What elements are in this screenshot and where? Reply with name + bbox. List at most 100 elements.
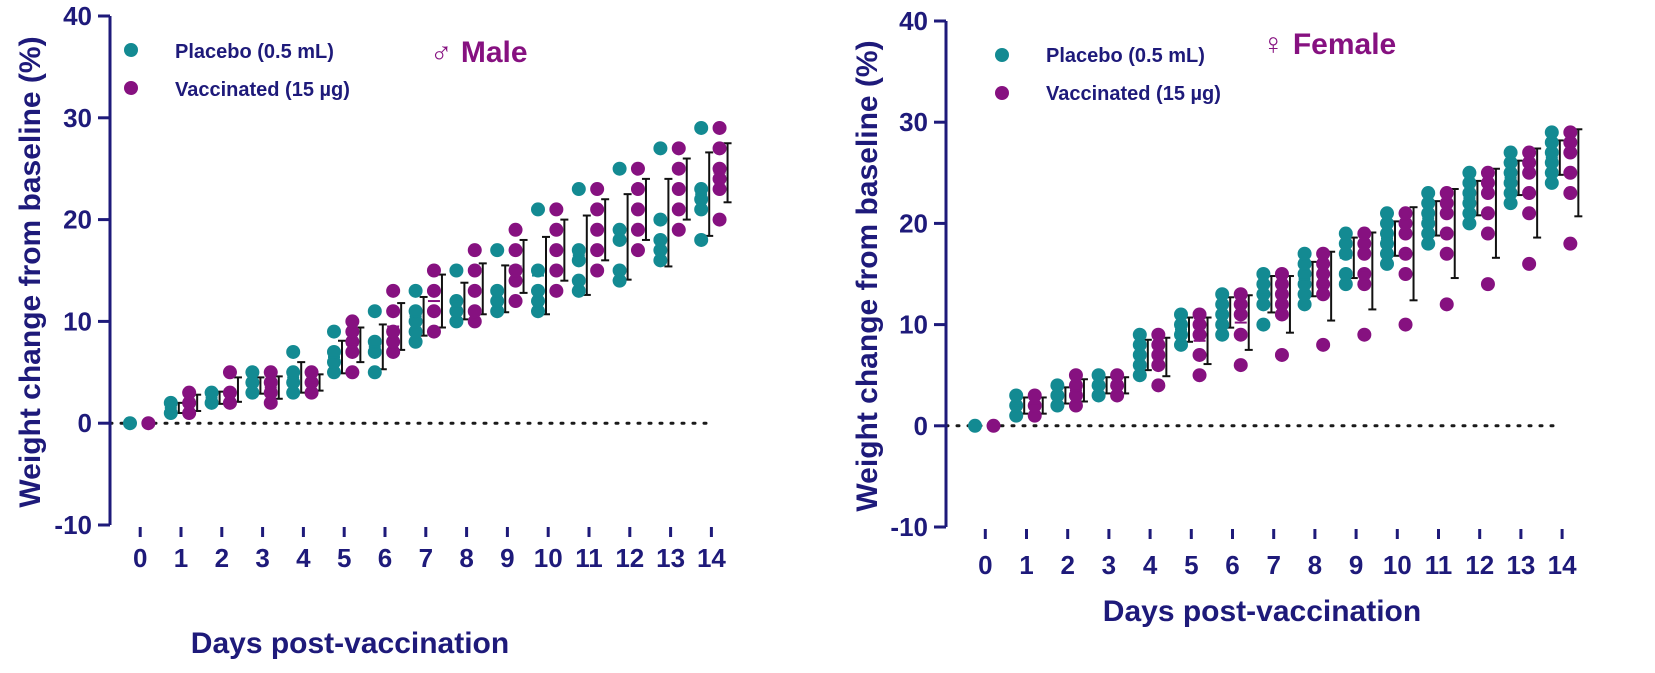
female-vaccinated-point <box>1439 246 1454 261</box>
female-placebo-point <box>968 418 982 433</box>
female-vaccinated-point <box>1563 236 1578 251</box>
male-vaccinated-point <box>304 385 319 400</box>
female-vaccinated-point <box>1357 327 1372 342</box>
male-legend-vaccinated-label: Vaccinated (15 µg) <box>175 79 350 101</box>
male-x-tick-label: 5 <box>337 543 351 573</box>
female-vaccinated-point <box>1439 206 1454 221</box>
female-x-tick-label: 9 <box>1349 550 1363 580</box>
female-placebo-point <box>1256 277 1271 292</box>
female-placebo-point <box>1462 175 1477 190</box>
male-placebo-point <box>449 304 464 319</box>
male-vaccinated-point <box>630 222 645 237</box>
male-vaccinated-point <box>345 324 360 339</box>
female-placebo-point <box>1421 216 1436 231</box>
male-placebo-point <box>653 243 668 258</box>
male-placebo-point <box>571 283 586 298</box>
female-vaccinated-point <box>1192 327 1207 342</box>
female-y-tick-label: -10 <box>890 512 928 542</box>
male-vaccinated-point <box>590 182 605 197</box>
female-placebo-point <box>1462 206 1477 221</box>
female-vaccinated-point <box>1316 256 1331 271</box>
male-placebo-point <box>653 212 668 227</box>
male-placebo-point <box>408 304 423 319</box>
male-placebo-point <box>449 263 464 278</box>
male-y-tick-label: 10 <box>63 306 92 336</box>
male-placebo-point <box>163 406 178 421</box>
male-placebo-series <box>123 120 714 431</box>
male-x-tick-label: 13 <box>656 543 685 573</box>
male-legend: Placebo (0.5 mL) Vaccinated (15 µg) <box>124 41 350 101</box>
male-vaccinated-point <box>508 222 523 237</box>
male-placebo-point <box>327 355 341 370</box>
female-x-tick-label: 3 <box>1102 550 1116 580</box>
female-vaccinated-point <box>1316 337 1331 352</box>
female-vaccinated-point <box>1398 226 1413 241</box>
male-placebo-point <box>653 232 668 247</box>
male-vaccinated-point <box>263 375 278 390</box>
female-vaccinated-point <box>1233 307 1248 322</box>
female-vaccinated-point <box>1151 347 1166 362</box>
male-vaccinated-point <box>345 344 360 359</box>
male-placebo-point <box>571 253 586 268</box>
male-placebo-point <box>408 283 423 298</box>
male-placebo-point <box>612 273 627 288</box>
male-vaccinated-point <box>549 202 564 217</box>
male-placebo-point <box>327 344 341 359</box>
female-panel: Weight change from baseline (%) Days pos… <box>851 6 1583 628</box>
male-placebo-point <box>204 395 219 410</box>
female-vaccinated-point <box>1274 307 1289 322</box>
male-placebo-point <box>612 263 627 278</box>
male-placebo-point <box>653 253 668 268</box>
female-vaccinated-point <box>1068 388 1083 403</box>
female-placebo-point <box>1297 246 1312 261</box>
female-x-tick-label: 1 <box>1019 550 1033 580</box>
male-vaccinated-point <box>671 202 686 217</box>
male-x-tick-label: 14 <box>697 543 726 573</box>
male-placebo-point <box>490 294 505 309</box>
female-vaccinated-point <box>1480 277 1495 292</box>
female-x-tick-label: 0 <box>978 550 992 580</box>
male-placebo-point <box>694 120 709 135</box>
male-x-tick-label: 1 <box>174 543 188 573</box>
male-placebo-point <box>286 375 301 390</box>
female-vaccinated-point <box>1192 368 1207 383</box>
female-vaccinated-point <box>1398 206 1413 221</box>
female-vaccinated-point <box>1027 388 1042 403</box>
female-vaccinated-point <box>1068 398 1083 413</box>
male-placebo-point <box>490 304 505 319</box>
female-placebo-point <box>1215 307 1230 322</box>
male-vaccinated-point <box>304 365 319 380</box>
female-symbol-icon: ♀ <box>1262 28 1285 61</box>
male-placebo-point <box>408 314 423 329</box>
male-vaccinated-point <box>630 182 645 197</box>
male-vaccinated-point <box>345 365 360 380</box>
male-legend-vaccinated-marker <box>124 81 138 95</box>
female-vaccinated-point <box>1192 307 1207 322</box>
male-x-axis-title: Days post-vaccination <box>191 627 509 660</box>
male-x-tick-label: 9 <box>500 543 514 573</box>
male-vaccinated-point <box>222 365 237 380</box>
male-vaccinated-point <box>630 161 645 176</box>
female-vaccinated-point <box>1233 358 1248 373</box>
female-vaccinated-point <box>1274 287 1289 302</box>
male-vaccinated-point <box>671 141 686 156</box>
female-placebo-point <box>1174 307 1188 322</box>
female-x-tick-label: 10 <box>1383 550 1412 580</box>
male-x-tick-label: 4 <box>296 543 311 573</box>
female-legend-vaccinated-label: Vaccinated (15 µg) <box>1046 83 1221 105</box>
female-vaccinated-point <box>1439 196 1454 211</box>
female-placebo-point <box>1256 297 1271 312</box>
female-placebo-point <box>1503 175 1518 190</box>
male-placebo-point <box>286 365 301 380</box>
female-vaccinated-point <box>1522 256 1537 271</box>
male-x-tick-label: 3 <box>255 543 269 573</box>
female-vaccinated-point <box>1480 165 1495 180</box>
female-x-tick-label: 6 <box>1225 550 1239 580</box>
female-placebo-point <box>1462 196 1477 211</box>
female-vaccinated-point <box>1192 317 1207 332</box>
female-placebo-point <box>1174 337 1188 352</box>
female-x-tick-label: 5 <box>1184 550 1198 580</box>
male-placebo-point <box>286 385 301 400</box>
male-placebo-point <box>123 416 137 431</box>
male-vaccinated-point <box>712 171 727 186</box>
